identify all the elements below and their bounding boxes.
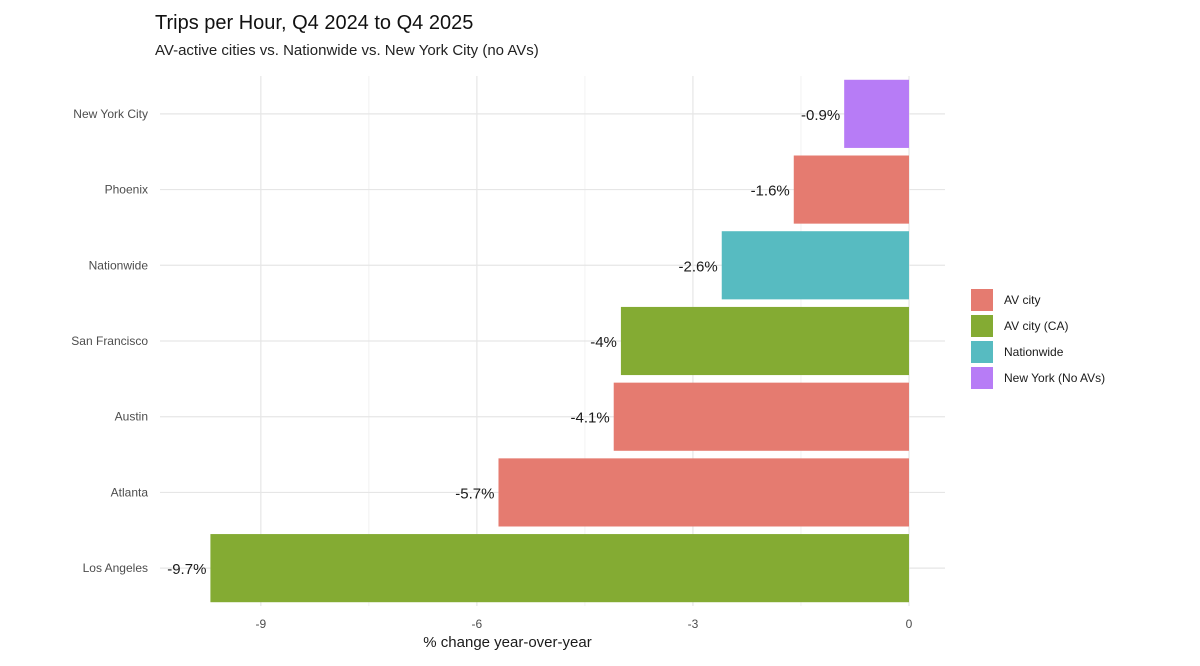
legend-swatch-new-york-no-avs bbox=[971, 367, 993, 389]
data-label: -0.9% bbox=[801, 107, 840, 124]
bar-los-angeles bbox=[210, 534, 909, 603]
legend-swatch-nationwide bbox=[971, 341, 993, 363]
y-tick-label: San Francisco bbox=[71, 334, 148, 348]
legend-label: AV city bbox=[1004, 293, 1040, 307]
x-tick-label: -9 bbox=[255, 617, 266, 631]
legend-swatch-av-city-ca bbox=[971, 315, 993, 337]
data-label: -2.6% bbox=[679, 258, 718, 275]
bar-atlanta bbox=[498, 458, 909, 527]
x-tick-label: -3 bbox=[688, 617, 699, 631]
x-axis-title: % change year-over-year bbox=[423, 634, 591, 651]
bar-new-york-city bbox=[844, 79, 909, 148]
legend-label: New York (No AVs) bbox=[1004, 371, 1105, 385]
y-tick-label: Nationwide bbox=[89, 258, 149, 272]
legend-swatch-av-city bbox=[971, 289, 993, 311]
x-tick-label: -6 bbox=[472, 617, 483, 631]
x-tick-label: 0 bbox=[906, 617, 913, 631]
data-label: -1.6% bbox=[751, 183, 790, 200]
data-label: -4.1% bbox=[571, 410, 610, 427]
chart-title: Trips per Hour, Q4 2024 to Q4 2025 bbox=[155, 12, 474, 34]
bar-phoenix bbox=[793, 155, 909, 224]
y-tick-label: Atlanta bbox=[111, 485, 149, 499]
bar-san-francisco bbox=[620, 306, 909, 376]
y-tick-label: Austin bbox=[115, 410, 148, 424]
bar-nationwide bbox=[721, 231, 909, 300]
data-label: -9.7% bbox=[167, 561, 206, 578]
y-tick-label: Los Angeles bbox=[83, 561, 148, 575]
y-tick-label: New York City bbox=[73, 107, 148, 121]
data-label: -4% bbox=[590, 334, 617, 351]
chart-subtitle: AV-active cities vs. Nationwide vs. New … bbox=[155, 42, 539, 59]
y-tick-label: Phoenix bbox=[105, 183, 148, 197]
legend-label: Nationwide bbox=[1004, 345, 1064, 359]
bar-austin bbox=[613, 382, 909, 451]
legend-label: AV city (CA) bbox=[1004, 319, 1068, 333]
data-label: -5.7% bbox=[455, 485, 494, 502]
